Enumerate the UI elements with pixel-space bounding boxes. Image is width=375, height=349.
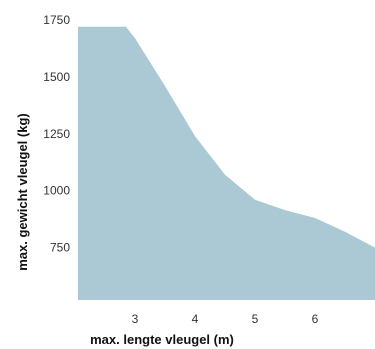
x-tick-label: 3 xyxy=(132,312,139,326)
y-tick-label: 1250 xyxy=(43,127,70,141)
y-axis-label: max. gewicht vleugel (kg) xyxy=(15,113,30,271)
y-tick-label: 750 xyxy=(50,241,70,255)
x-tick-label: 5 xyxy=(252,312,259,326)
y-axis-ticks: 1750 1500 1250 1000 750 xyxy=(43,13,70,255)
y-tick-label: 1750 xyxy=(43,13,70,27)
x-tick-label: 6 xyxy=(312,312,319,326)
y-tick-label: 1500 xyxy=(43,70,70,84)
x-tick-label: 4 xyxy=(192,312,199,326)
x-axis-label: max. lengte vleugel (m) xyxy=(90,332,234,347)
x-axis-ticks: 3 4 5 6 xyxy=(132,312,319,326)
y-tick-label: 1000 xyxy=(43,184,70,198)
area-series xyxy=(78,26,375,301)
